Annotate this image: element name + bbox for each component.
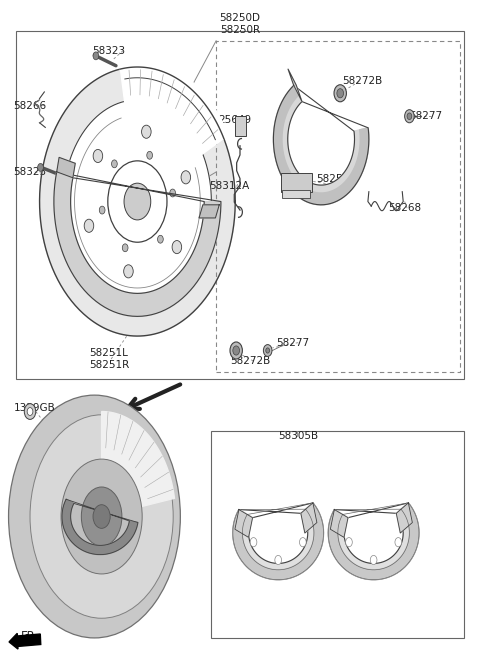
Polygon shape [235,509,252,537]
Circle shape [147,152,153,159]
Circle shape [170,189,176,197]
Circle shape [142,125,151,138]
Circle shape [370,556,377,565]
Circle shape [266,348,270,353]
Polygon shape [39,67,235,336]
Polygon shape [120,60,228,202]
Circle shape [122,244,128,252]
Polygon shape [62,500,138,555]
Circle shape [108,161,167,243]
Text: 58277: 58277 [276,337,309,348]
Circle shape [230,342,242,359]
Text: 25649: 25649 [218,115,252,125]
Bar [211,431,464,638]
Circle shape [405,109,414,123]
Text: 58266: 58266 [13,101,47,111]
Polygon shape [274,86,369,205]
Circle shape [124,183,151,220]
Text: 58268: 58268 [388,203,421,213]
Polygon shape [274,86,369,205]
Circle shape [93,150,103,163]
Circle shape [124,265,133,278]
Circle shape [337,89,344,98]
Circle shape [157,235,163,243]
Circle shape [233,346,240,355]
Text: 58323: 58323 [13,167,47,177]
Circle shape [93,505,110,529]
Text: 58305B: 58305B [278,431,318,441]
Text: 58323: 58323 [92,45,125,55]
Circle shape [395,538,402,547]
Circle shape [181,171,191,184]
Text: 58312A: 58312A [209,181,249,192]
Circle shape [346,538,352,547]
Bar [281,190,310,198]
Polygon shape [102,411,174,517]
Bar [16,31,464,379]
Circle shape [334,85,347,101]
Text: 58250D
58250R: 58250D 58250R [219,13,261,35]
Text: 58272B: 58272B [343,76,383,86]
Circle shape [264,345,272,357]
Circle shape [99,206,105,214]
Text: FR.: FR. [21,630,38,643]
Polygon shape [199,205,219,218]
FancyArrow shape [9,633,41,649]
Text: 58277: 58277 [409,111,443,121]
Circle shape [275,556,281,565]
Polygon shape [233,503,324,580]
Circle shape [37,163,43,171]
Ellipse shape [9,395,180,638]
Polygon shape [288,69,302,101]
Ellipse shape [30,415,173,618]
Circle shape [27,407,33,415]
Ellipse shape [61,459,142,574]
Polygon shape [396,503,412,533]
Circle shape [407,113,412,119]
Polygon shape [63,100,211,303]
Bar [281,173,312,192]
Polygon shape [54,172,221,316]
Circle shape [300,538,306,547]
Circle shape [84,219,94,233]
Polygon shape [233,503,324,580]
Circle shape [172,241,181,254]
Polygon shape [328,503,419,580]
Text: 58257
58258: 58257 58258 [316,175,349,196]
Circle shape [250,538,257,547]
Circle shape [93,52,99,60]
Polygon shape [330,509,348,537]
Circle shape [24,404,36,419]
Text: 58251L
58251R: 58251L 58251R [90,348,130,370]
Circle shape [111,160,117,168]
Polygon shape [57,158,75,178]
Text: 58272B: 58272B [230,356,271,366]
Ellipse shape [81,487,122,546]
Bar [235,116,246,136]
Polygon shape [301,503,317,533]
Polygon shape [328,503,419,580]
Text: 1339GB: 1339GB [13,403,55,413]
